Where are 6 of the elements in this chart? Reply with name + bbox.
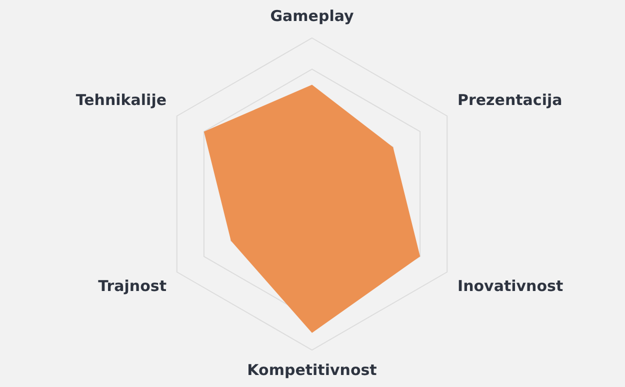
spoke-label: Trajnost bbox=[98, 276, 167, 295]
spoke-label: Kompetitivnost bbox=[247, 360, 377, 379]
spoke-label: Gameplay bbox=[270, 6, 354, 25]
spoke-label: Inovativnost bbox=[457, 276, 564, 295]
spoke-label: Tehnikalije bbox=[76, 90, 167, 109]
spoke-label: Prezentacija bbox=[457, 90, 562, 109]
